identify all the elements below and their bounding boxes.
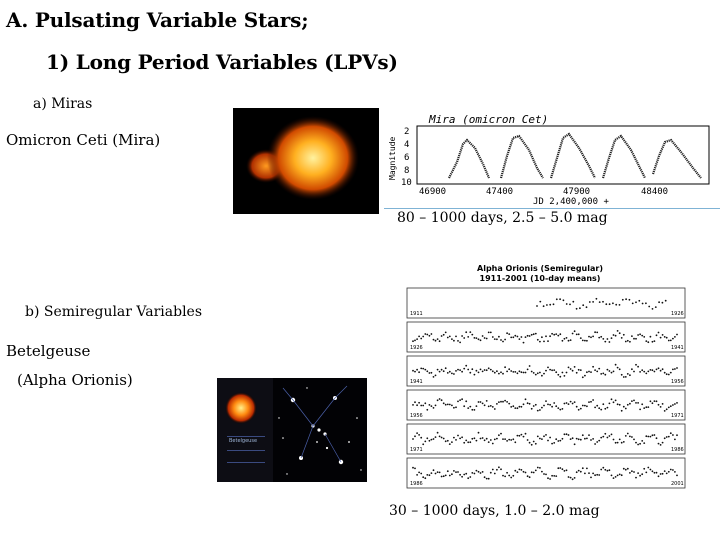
alpha-orionis-light-curve: Alpha Orionis (Semiregular) 1911-2001 (1… <box>393 262 688 498</box>
orion-plot-subtitle: 1911-2001 (10-day means) <box>480 274 601 283</box>
mira-ytick: 8 <box>404 166 409 176</box>
orion-panel-start-year: 1956 <box>410 413 423 419</box>
betelgeuse-image: Betelgeuse <box>217 378 367 482</box>
orion-panel-end-year: 2001 <box>671 481 684 487</box>
miras-heading: a) Miras <box>33 96 93 112</box>
betelgeuse-photo: Betelgeuse <box>217 378 367 482</box>
orion-panel-start-year: 1911 <box>410 311 423 317</box>
mira-xtick: 46900 <box>419 187 446 197</box>
orion-panel <box>406 355 686 387</box>
mira-ytick: 10 <box>401 178 412 188</box>
orion-panel-points <box>412 466 678 481</box>
orion-panel-end-year: 1971 <box>671 413 684 419</box>
orion-panel-end-year: 1926 <box>671 311 684 317</box>
mira-star-photo <box>246 116 359 200</box>
title-line-1: A. Pulsating Variable Stars; <box>6 8 309 32</box>
mira-plot-ylabel: Magnitude <box>388 136 397 180</box>
betelgeuse-label: Betelgeuse <box>6 342 91 360</box>
orion-panel-start-year: 1941 <box>410 379 423 385</box>
semiregular-heading: b) Semiregular Variables <box>25 304 203 320</box>
mira-image <box>233 108 379 214</box>
orion-panel <box>406 389 686 421</box>
orion-panel-start-year: 1971 <box>410 447 423 453</box>
orion-panel-start-year: 1926 <box>410 345 423 351</box>
orion-panel <box>406 321 686 353</box>
orion-panel-start-year: 1986 <box>410 481 423 487</box>
orion-panel <box>406 423 686 455</box>
orion-panel-points <box>412 398 678 412</box>
orion-panel <box>406 457 686 489</box>
mira-xtick: 47900 <box>563 187 590 197</box>
mira-plot-xlabel: JD 2,400,000 + <box>533 197 609 207</box>
mira-caption: 80 – 1000 days, 2.5 – 5.0 mag <box>397 210 608 226</box>
orion-panel-end-year: 1956 <box>671 379 684 385</box>
mira-ytick: 4 <box>404 140 409 150</box>
orion-panel <box>406 287 686 319</box>
mira-plot-title: Mira (omicron Cet) <box>428 113 548 126</box>
orion-panel-points <box>412 330 678 344</box>
orion-panel-end-year: 1941 <box>671 345 684 351</box>
mira-star-label: Omicron Ceti (Mira) <box>6 131 161 149</box>
mira-xtick: 48400 <box>641 187 668 197</box>
orion-panel-end-year: 1986 <box>671 447 684 453</box>
mira-plot-frame <box>416 125 710 185</box>
orion-plot-title: Alpha Orionis (Semiregular) <box>477 264 603 273</box>
mira-ytick: 6 <box>404 153 409 163</box>
mira-xtick: 47400 <box>486 187 513 197</box>
title-line-2: 1) Long Period Variables (LPVs) <box>46 50 398 74</box>
mira-curve <box>448 132 702 179</box>
betelgeuse-photo-caption: Betelgeuse <box>229 438 257 444</box>
divider-line <box>384 208 720 209</box>
orion-panel-points <box>412 431 678 446</box>
mira-ytick: 2 <box>404 127 409 137</box>
mira-light-curve: Mira (omicron Cet) Magnitude 2 4 6 8 10 … <box>383 112 715 212</box>
orion-panel-points <box>536 297 667 310</box>
alpha-orionis-label: (Alpha Orionis) <box>17 371 133 389</box>
orion-panel-points <box>412 363 678 379</box>
semiregular-caption: 30 – 1000 days, 1.0 – 2.0 mag <box>389 503 600 519</box>
